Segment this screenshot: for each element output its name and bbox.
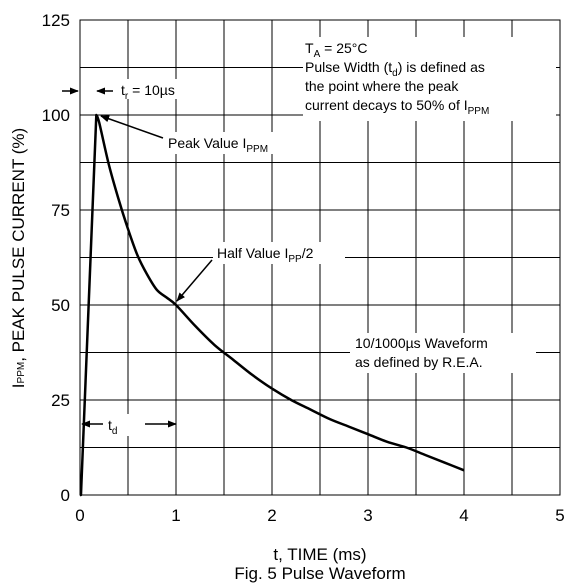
y-axis-title-rest: , PEAK PULSE CURRENT (%) bbox=[9, 128, 28, 362]
y-tick-label: 50 bbox=[51, 296, 70, 315]
y-tick-label: 100 bbox=[42, 106, 70, 125]
x-tick-label: 4 bbox=[459, 506, 468, 525]
waveform-note-line2: as defined by R.E.A. bbox=[355, 354, 483, 370]
rise-time-label: tr = 10µs bbox=[121, 82, 175, 102]
peak-value-label: Peak Value IPPM bbox=[168, 135, 268, 155]
y-axis-title-subscript: PPM bbox=[16, 362, 27, 384]
waveform-line bbox=[79, 113, 465, 497]
y-tick-label: 75 bbox=[51, 201, 70, 220]
chart-title: Fig. 5 Pulse Waveform bbox=[234, 564, 405, 583]
pulse-width-note-line2: the point where the peak bbox=[305, 78, 459, 94]
peak-value-label-background bbox=[166, 132, 276, 154]
x-tick-label: 1 bbox=[171, 506, 180, 525]
pulse-width-note-line1: Pulse Width (td) is defined as bbox=[305, 59, 485, 79]
plot-area-frame bbox=[79, 19, 561, 496]
half-value-label-background bbox=[213, 242, 345, 264]
pulse-width-note-line3: current decays to 50% of IPPM bbox=[305, 97, 489, 117]
note-background bbox=[303, 37, 556, 121]
half-value-arrow bbox=[176, 259, 213, 302]
y-axis-title-prefix: I bbox=[9, 383, 28, 388]
y-tick-label: 0 bbox=[61, 486, 70, 505]
pulse-width-label-background bbox=[104, 414, 144, 436]
peak-value-arrow bbox=[100, 115, 164, 139]
x-tick-label: 3 bbox=[363, 506, 372, 525]
x-tick-label: 2 bbox=[267, 506, 276, 525]
x-tick-labels: 0 1 2 3 4 5 bbox=[75, 506, 564, 525]
half-value-label: Half Value IPP/2 bbox=[217, 245, 314, 265]
rise-time-label-background bbox=[118, 79, 196, 99]
y-tick-label: 25 bbox=[51, 391, 70, 410]
x-tick-label: 5 bbox=[555, 506, 564, 525]
waveform-note-line1: 10/1000µs Waveform bbox=[355, 335, 488, 351]
y-tick-labels: 0 25 50 75 100 125 bbox=[42, 11, 70, 505]
x-tick-label: 0 bbox=[75, 506, 84, 525]
y-axis-title: IPPM, PEAK PULSE CURRENT (%) bbox=[9, 128, 28, 388]
waveform-note-background bbox=[350, 333, 536, 373]
pulse-width-label: td bbox=[108, 417, 117, 437]
y-tick-label: 125 bbox=[42, 11, 70, 30]
x-axis-title: t, TIME (ms) bbox=[273, 545, 366, 564]
ambient-temperature-note: TA = 25°C bbox=[305, 40, 367, 60]
